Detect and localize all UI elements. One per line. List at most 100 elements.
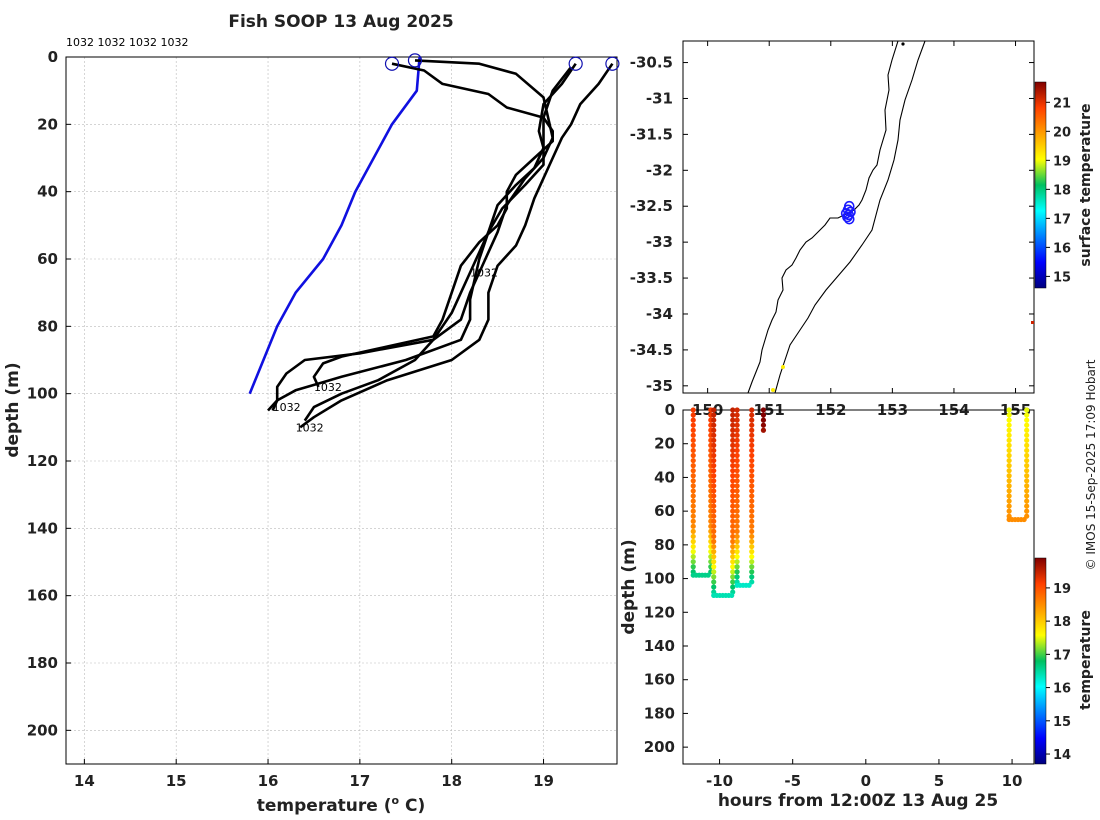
dive-sample bbox=[730, 457, 736, 464]
dive-sample bbox=[1024, 463, 1030, 469]
dive-sample bbox=[1024, 478, 1030, 484]
dive-sample bbox=[1006, 483, 1012, 489]
dive-sample bbox=[730, 538, 736, 545]
dive-sample bbox=[1024, 508, 1030, 514]
dive-sample bbox=[730, 427, 736, 433]
dive-sample bbox=[734, 503, 740, 509]
dive-sample bbox=[690, 437, 696, 443]
dive-sample bbox=[711, 417, 717, 423]
map-start-dot bbox=[901, 42, 905, 46]
profile-series bbox=[248, 57, 614, 429]
dive-sample bbox=[711, 498, 717, 504]
dive-sample bbox=[711, 427, 717, 433]
profile-start-marker bbox=[568, 56, 583, 71]
dive-sample bbox=[749, 432, 755, 438]
dive-sample bbox=[749, 493, 755, 499]
depth-colorbar-tick-label: 14 bbox=[1053, 748, 1071, 763]
profile-ytick-label: 60 bbox=[37, 250, 58, 268]
profile-line-p2 bbox=[267, 62, 577, 412]
dive-sample bbox=[711, 478, 717, 484]
dive-sample bbox=[690, 483, 696, 489]
dive-sample bbox=[711, 422, 717, 428]
dive-sample bbox=[1006, 422, 1012, 428]
top-profile-labels: 1032 1032 1032 1032 bbox=[66, 36, 188, 49]
dive-sample bbox=[749, 549, 755, 555]
dive-sample bbox=[1024, 457, 1030, 464]
profile-ytick-label: 200 bbox=[27, 721, 58, 739]
dive-sample bbox=[1024, 498, 1030, 504]
dive-sample bbox=[711, 442, 717, 448]
profile-ytick-label: 160 bbox=[27, 587, 58, 605]
dive-sample bbox=[730, 533, 736, 540]
dive-traces bbox=[690, 407, 1030, 599]
dive-sample bbox=[690, 493, 696, 499]
dive-sample bbox=[1024, 503, 1030, 509]
dive-sample bbox=[730, 543, 736, 550]
profile-start-marker bbox=[605, 56, 620, 71]
dive-sample bbox=[690, 543, 696, 550]
dive-sample bbox=[690, 478, 696, 484]
dive-sample bbox=[730, 574, 736, 580]
dive-sample bbox=[1006, 468, 1012, 474]
dive-sample bbox=[1024, 437, 1030, 443]
dive-sample bbox=[1024, 422, 1030, 428]
dive-sample bbox=[1006, 412, 1012, 418]
dive-sample bbox=[734, 478, 740, 484]
profile-ylabel: depth (m) bbox=[3, 362, 23, 457]
dive-sample bbox=[690, 508, 696, 514]
shelf-contour bbox=[774, 41, 926, 393]
dive-sample bbox=[730, 549, 736, 555]
dive-sample bbox=[730, 442, 736, 448]
dive-sample bbox=[711, 437, 717, 443]
dive-sample bbox=[749, 437, 755, 443]
dive-sample bbox=[711, 463, 717, 469]
profile-xtick-label: 15 bbox=[166, 772, 187, 790]
map-colorbar-tick-label: 18 bbox=[1053, 183, 1071, 198]
dive-sample bbox=[734, 432, 740, 438]
dive-sample bbox=[749, 473, 755, 479]
dive-sample bbox=[734, 543, 740, 550]
depth-colorbar-tick-label: 15 bbox=[1053, 715, 1071, 730]
dive-sample bbox=[734, 538, 740, 545]
dive-trace bbox=[734, 407, 755, 588]
profile-xtick-label: 16 bbox=[258, 772, 279, 790]
dive-sample bbox=[729, 592, 735, 599]
profile-ytick-label: 180 bbox=[27, 654, 58, 672]
dive-sample bbox=[690, 503, 696, 509]
temperature-profile-chart: Fish SOOP 13 Aug 2025 1032 1032 1032 103… bbox=[3, 12, 620, 816]
dive-sample bbox=[705, 572, 711, 578]
dive-sample bbox=[730, 407, 736, 413]
dive-sample bbox=[711, 559, 717, 565]
dive-sample bbox=[734, 407, 740, 413]
map-chart: -30.5 -31 -31.5 -32 -32.5 -33 -33.5 -34 -34.5 -35… bbox=[630, 40, 1094, 419]
depth-time-ytick-label: 0 bbox=[665, 401, 675, 419]
dive-sample bbox=[734, 473, 740, 479]
dive-sample bbox=[690, 422, 696, 428]
dive-sample bbox=[749, 488, 755, 494]
map-ytick-label: -32.5 bbox=[630, 197, 673, 215]
dive-sample bbox=[690, 559, 696, 565]
dive-sample bbox=[711, 549, 717, 555]
dive-sample bbox=[690, 407, 696, 413]
depth-time-xlabel: hours from 12:00Z 13 Aug 25 bbox=[718, 791, 998, 811]
dive-sample bbox=[711, 493, 717, 499]
dive-sample bbox=[690, 417, 696, 423]
profile-ytick-label: 0 bbox=[48, 48, 58, 66]
dive-sample bbox=[690, 442, 696, 448]
dive-sample bbox=[734, 463, 740, 469]
dive-sample bbox=[711, 569, 717, 575]
map-outlier-1 bbox=[781, 365, 785, 369]
dive-sample bbox=[730, 523, 736, 529]
profile-xtick-label: 17 bbox=[349, 772, 370, 790]
map-colorbar-tick-label: 21 bbox=[1053, 96, 1071, 111]
dive-sample bbox=[1024, 452, 1030, 459]
profile-ytick-label: 120 bbox=[27, 452, 58, 470]
dive-sample bbox=[749, 554, 755, 560]
track-point bbox=[845, 206, 856, 218]
dive-sample bbox=[760, 407, 767, 413]
dive-sample bbox=[1006, 427, 1012, 433]
dive-sample bbox=[1006, 488, 1012, 494]
dive-sample bbox=[734, 498, 740, 504]
dive-sample bbox=[734, 564, 740, 570]
